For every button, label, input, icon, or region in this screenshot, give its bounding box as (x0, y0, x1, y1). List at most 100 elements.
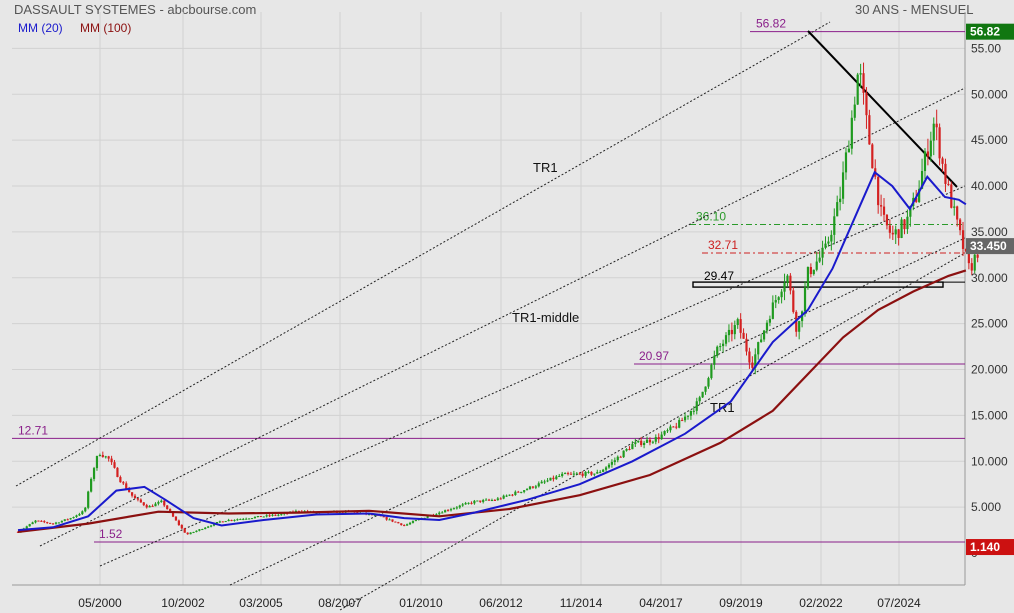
level-label: 56.82 (756, 17, 786, 31)
max-badge-text: 56.82 (970, 25, 1000, 39)
candle-up (859, 73, 862, 75)
candle-down (517, 491, 520, 493)
candle-down (745, 338, 748, 352)
candle-up (528, 486, 532, 490)
candle-up (505, 495, 508, 497)
level-label: 29.47 (704, 269, 734, 283)
candle-down (578, 473, 581, 475)
candle-down (675, 426, 678, 428)
candle-down (37, 520, 40, 522)
candle-up (455, 507, 458, 509)
candle-down (110, 458, 113, 463)
candle-up (634, 442, 637, 445)
candle-up (973, 254, 976, 271)
candle-up (833, 216, 836, 235)
candle-up (645, 439, 649, 443)
candle-down (391, 519, 394, 522)
candle-down (128, 488, 131, 493)
candle-up (803, 287, 807, 312)
candle-down (958, 219, 962, 231)
candle-up (245, 518, 248, 520)
candle-down (944, 163, 947, 184)
candle-down (43, 521, 46, 523)
candle-up (157, 502, 160, 504)
candle-up (218, 521, 221, 523)
candle-up (98, 455, 101, 457)
candle-up (812, 269, 815, 275)
candle-down (382, 516, 385, 518)
candle-up (678, 420, 681, 428)
channel-lower-line (339, 252, 966, 611)
candle-up (721, 343, 725, 347)
candle-up (599, 471, 602, 473)
candle-up (467, 502, 470, 504)
candle-down (479, 500, 482, 502)
candle-up (224, 521, 227, 523)
candle-up (485, 499, 488, 501)
candle-up (613, 460, 616, 463)
candle-up (762, 330, 766, 340)
candle-up (850, 117, 853, 149)
candle-down (493, 499, 496, 501)
candle-down (130, 492, 134, 496)
candle-up (192, 531, 195, 533)
candle-up (60, 520, 63, 523)
candle-down (49, 522, 52, 524)
candle-up (836, 202, 839, 217)
candle-up (69, 518, 72, 520)
candle-up (563, 473, 567, 475)
candle-up (932, 123, 935, 141)
candle-up (900, 219, 903, 238)
candle-up (154, 503, 157, 507)
candle-up (534, 486, 537, 488)
candle-up (716, 346, 719, 356)
candle-up (148, 505, 151, 508)
candle-down (107, 456, 110, 459)
candle-down (119, 477, 122, 483)
candle-up (411, 521, 415, 523)
candle-up (774, 300, 777, 303)
candle-up (414, 520, 417, 522)
candle-down (268, 515, 271, 517)
candle-down (133, 495, 137, 499)
candle-down (681, 420, 684, 422)
candle-up (622, 450, 625, 458)
candle-down (171, 512, 175, 517)
candle-up (572, 473, 575, 475)
x-tick-label: 10/2002 (161, 596, 205, 610)
x-tick-label: 07/2024 (877, 596, 921, 610)
candle-up (63, 519, 66, 521)
candle-up (701, 391, 704, 398)
channel-mid-lower-line (229, 237, 966, 586)
candle-down (888, 225, 891, 233)
candle-up (695, 401, 698, 411)
candle-up (651, 441, 654, 443)
candle-down (967, 250, 970, 264)
candle-up (248, 518, 251, 520)
candle-up (692, 410, 695, 412)
candle-down (400, 523, 403, 526)
candle-down (51, 523, 55, 525)
candle-up (476, 500, 479, 502)
candle-down (897, 229, 900, 238)
candle-up (736, 319, 739, 326)
candle-up (540, 481, 543, 484)
candle-up (909, 206, 912, 217)
y-tick-label: 10.000 (971, 454, 1008, 468)
candle-down (938, 127, 941, 159)
candle-down (792, 290, 795, 312)
candle-down (139, 499, 142, 503)
candle-down (221, 521, 224, 523)
candle-up (771, 302, 774, 319)
y-tick-label: 40.000 (971, 179, 1008, 193)
y-tick-label: 25.000 (971, 317, 1008, 331)
candle-up (818, 257, 821, 262)
candle-up (754, 354, 757, 368)
candle-down (964, 248, 968, 251)
candle-up (449, 509, 453, 511)
candle-up (490, 499, 494, 501)
candle-up (806, 267, 810, 288)
candle-up (277, 514, 280, 516)
candle-down (903, 219, 906, 230)
y-tick-label: 5.000 (971, 500, 1001, 514)
